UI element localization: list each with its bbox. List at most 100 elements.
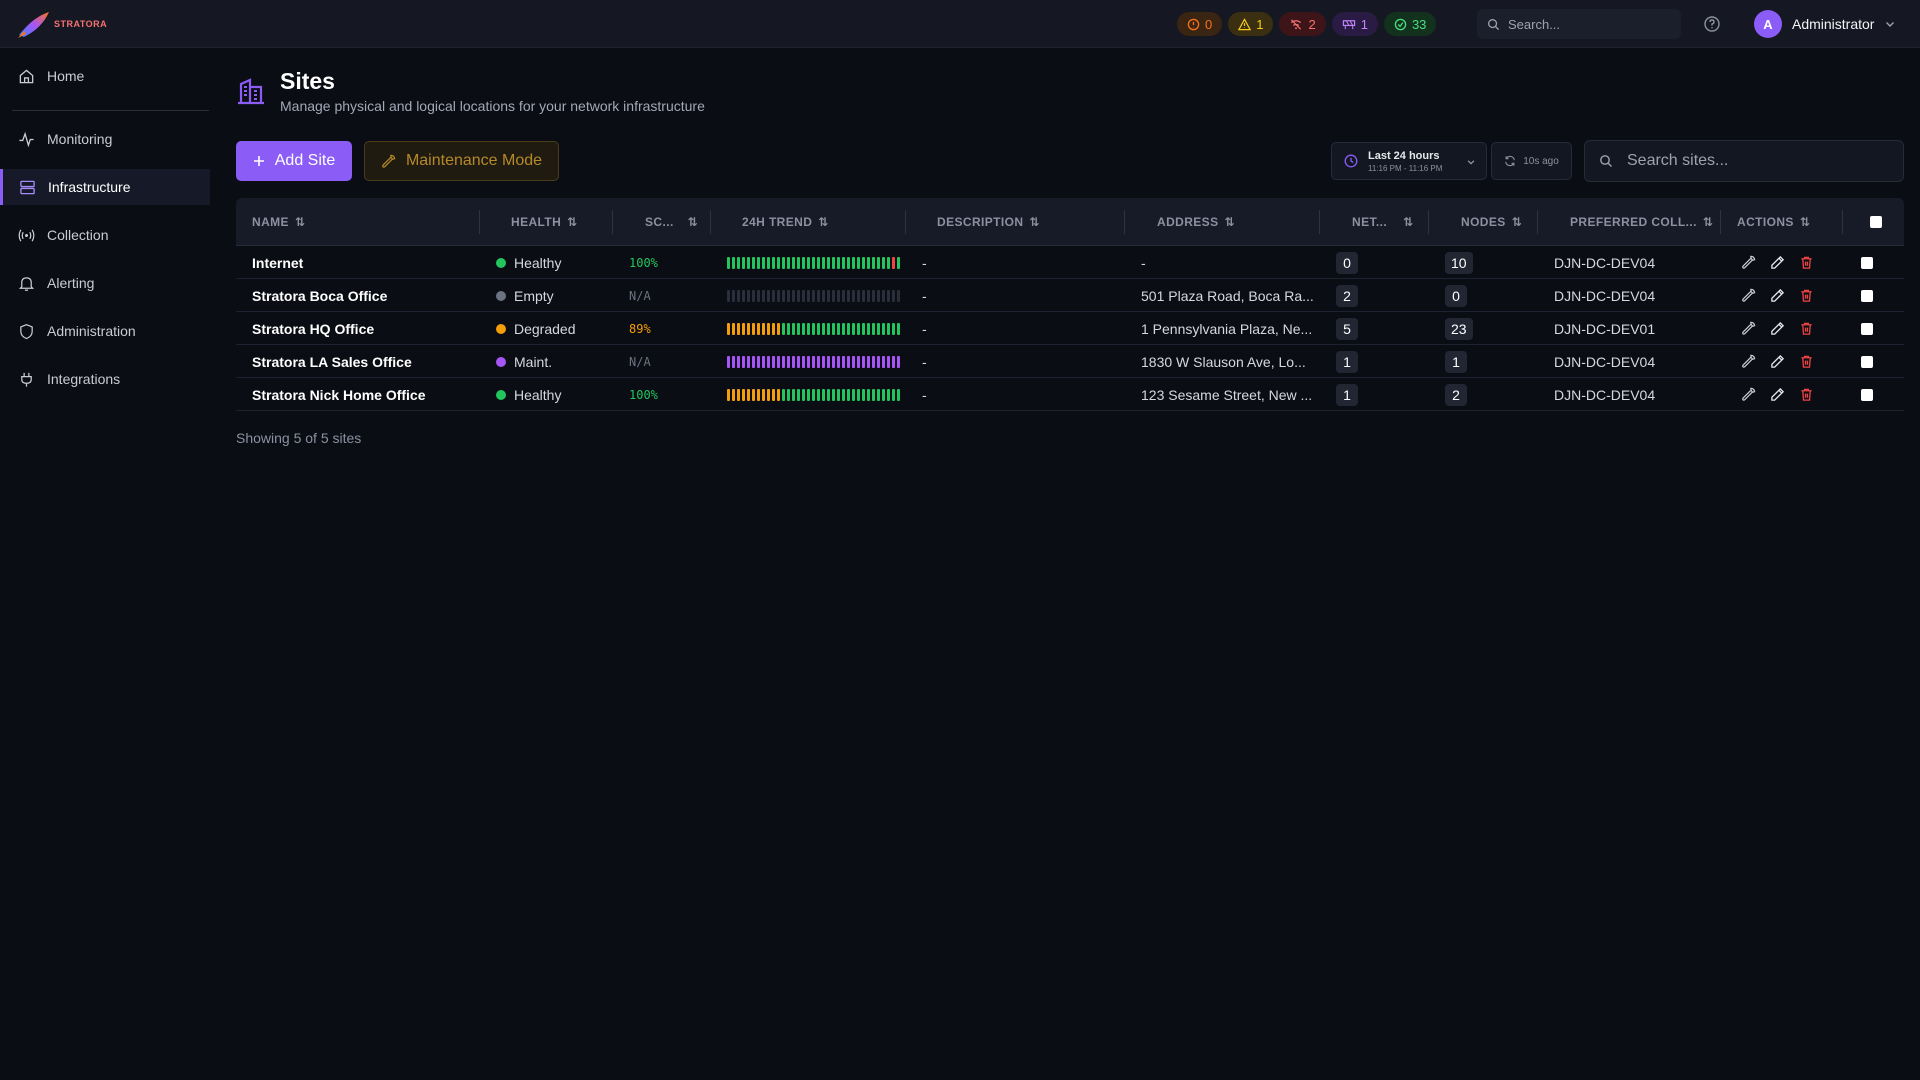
column-divider[interactable] xyxy=(1124,210,1125,234)
column-divider[interactable] xyxy=(612,210,613,234)
checkbox[interactable] xyxy=(1861,256,1873,269)
trend-bar xyxy=(847,388,850,401)
select-all-checkbox[interactable] xyxy=(1870,198,1882,246)
column-divider[interactable] xyxy=(1428,210,1429,234)
maintenance-wrench-icon[interactable] xyxy=(1741,255,1756,270)
checkbox[interactable] xyxy=(1861,322,1873,335)
health-dot xyxy=(496,356,506,367)
column-divider[interactable] xyxy=(1537,210,1538,234)
trend-bar xyxy=(742,355,745,368)
user-menu[interactable]: A Administrator xyxy=(1754,10,1896,38)
brand-name: STRATORA xyxy=(54,19,108,29)
add-site-label: Add Site xyxy=(274,152,336,169)
column-divider[interactable] xyxy=(479,210,480,234)
trend-bar xyxy=(812,256,815,269)
delete-trash-icon[interactable] xyxy=(1799,354,1814,369)
sidebar-item-home[interactable]: Home xyxy=(0,58,210,94)
edit-pencil-icon[interactable] xyxy=(1770,255,1785,270)
row-actions xyxy=(1741,312,1814,345)
table-row[interactable]: Stratora HQ Office Degraded 89% - 1 Pennsylv… xyxy=(236,312,1904,345)
trend-bar xyxy=(887,355,890,368)
maintenance-mode-button[interactable]: Maintenance Mode xyxy=(364,141,559,181)
down-badge[interactable]: 2 xyxy=(1279,12,1326,36)
healthy-badge[interactable]: 33 xyxy=(1383,12,1437,36)
site-search-input[interactable]: Search sites... xyxy=(1584,140,1904,182)
site-name[interactable]: Stratora Nick Home Office xyxy=(252,386,426,403)
sidebar-item-integrations[interactable]: Integrations xyxy=(0,361,210,397)
column-divider[interactable] xyxy=(1319,210,1320,234)
delete-trash-icon[interactable] xyxy=(1799,321,1814,336)
column-divider[interactable] xyxy=(710,210,711,234)
brand-logo[interactable]: STRATORA xyxy=(16,9,107,39)
sidebar-item-collection[interactable]: Collection xyxy=(0,217,210,253)
column-divider[interactable] xyxy=(1842,210,1843,234)
table-row[interactable]: Stratora Nick Home Office Healthy 100% - 123… xyxy=(236,378,1904,411)
node-count: 2 xyxy=(1445,378,1467,411)
column-header-description[interactable]: DESCRIPTION ⇅ xyxy=(937,215,1040,229)
sidebar-item-administration[interactable]: Administration xyxy=(0,313,210,349)
delete-trash-icon[interactable] xyxy=(1799,255,1814,270)
column-divider[interactable] xyxy=(1720,210,1721,234)
trend-bar xyxy=(792,388,795,401)
trend-bar xyxy=(852,355,855,368)
column-header-actions[interactable]: ACTIONS ⇅ xyxy=(1737,215,1811,229)
table-row[interactable]: Internet Healthy 100% - - 0 10 DJN-DC-DEV04 xyxy=(236,246,1904,279)
maintenance-wrench-icon[interactable] xyxy=(1741,354,1756,369)
trend-bar xyxy=(757,322,760,335)
trend-bar xyxy=(747,256,750,269)
edit-pencil-icon[interactable] xyxy=(1770,354,1785,369)
table-row[interactable]: Stratora Boca Office Empty N/A - 501 Plaza R… xyxy=(236,279,1904,312)
health-status: Healthy xyxy=(496,378,561,411)
critical-badge[interactable]: 0 xyxy=(1177,12,1223,36)
help-circle-icon xyxy=(1704,16,1720,32)
edit-pencil-icon[interactable] xyxy=(1770,288,1785,303)
help-button[interactable] xyxy=(1703,15,1721,33)
maintenance-wrench-icon[interactable] xyxy=(1741,387,1756,402)
delete-trash-icon[interactable] xyxy=(1799,288,1814,303)
column-header-name[interactable]: NAME ⇅ xyxy=(252,215,306,229)
site-address: 1 Pennsylvania Plaza, Ne... xyxy=(1141,320,1313,337)
checkbox[interactable] xyxy=(1861,289,1873,302)
maintenance-badge[interactable]: 1 xyxy=(1331,12,1378,36)
trend-bar xyxy=(802,322,805,335)
sidebar-item-alerting[interactable]: Alerting xyxy=(0,265,210,301)
row-select xyxy=(1861,246,1873,279)
column-divider[interactable] xyxy=(905,210,906,234)
sidebar-item-infrastructure[interactable]: Infrastructure xyxy=(0,169,210,205)
column-header-networks[interactable]: NET... ⇅ xyxy=(1352,215,1414,229)
trend-bar xyxy=(822,355,825,368)
trend-bar xyxy=(812,388,815,401)
row-select xyxy=(1861,378,1873,411)
column-header-nodes[interactable]: NODES ⇅ xyxy=(1461,215,1523,229)
checkbox[interactable] xyxy=(1861,388,1873,401)
sort-icon: ⇅ xyxy=(1224,215,1235,229)
add-site-button[interactable]: Add Site xyxy=(236,141,352,181)
edit-pencil-icon[interactable] xyxy=(1770,321,1785,336)
time-range-select[interactable]: Last 24 hours 11:16 PM - 11:16 PM xyxy=(1331,142,1487,180)
global-search-input[interactable]: Search... xyxy=(1477,9,1681,39)
site-name[interactable]: Stratora HQ Office xyxy=(252,320,375,337)
table-row[interactable]: Stratora LA Sales Office Maint. N/A - 1830 W… xyxy=(236,345,1904,378)
column-header-address[interactable]: ADDRESS ⇅ xyxy=(1157,215,1235,229)
warning-badge[interactable]: 1 xyxy=(1228,12,1274,36)
trend-bar xyxy=(797,322,800,335)
trend-bar xyxy=(852,256,855,269)
edit-pencil-icon[interactable] xyxy=(1770,387,1785,402)
delete-trash-icon[interactable] xyxy=(1799,387,1814,402)
maintenance-wrench-icon[interactable] xyxy=(1741,288,1756,303)
sidebar-item-monitoring[interactable]: Monitoring xyxy=(0,121,210,157)
maintenance-wrench-icon[interactable] xyxy=(1741,321,1756,336)
trend-bar xyxy=(727,322,730,335)
checkbox[interactable] xyxy=(1861,355,1873,368)
site-name[interactable]: Stratora LA Sales Office xyxy=(252,353,412,370)
column-header-score[interactable]: SC... ⇅ xyxy=(645,215,699,229)
checkbox[interactable] xyxy=(1870,216,1882,228)
trend-bar xyxy=(792,355,795,368)
site-name[interactable]: Internet xyxy=(252,254,304,271)
trend-bar xyxy=(812,322,815,335)
refresh-button[interactable]: 10s ago xyxy=(1491,142,1572,180)
column-header-health[interactable]: HEALTH ⇅ xyxy=(511,215,578,229)
column-header-trend[interactable]: 24H TREND ⇅ xyxy=(742,215,829,229)
site-name[interactable]: Stratora Boca Office xyxy=(252,287,388,304)
column-header-collector[interactable]: PREFERRED COLL... ⇅ xyxy=(1570,215,1714,229)
